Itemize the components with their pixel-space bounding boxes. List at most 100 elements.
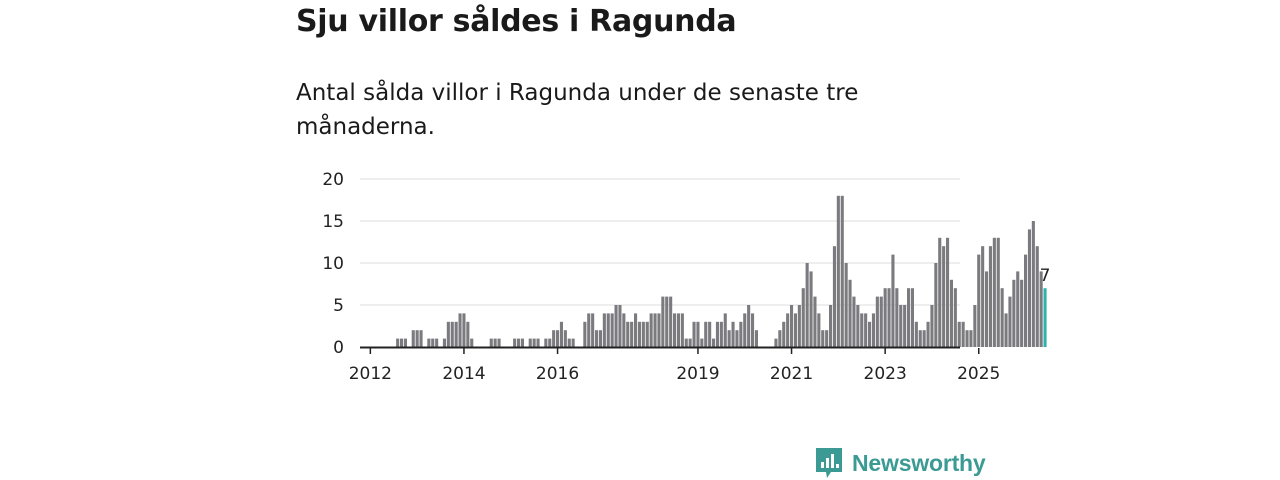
- bar: [595, 330, 599, 347]
- bar: [470, 338, 474, 347]
- bar: [793, 313, 797, 347]
- bar: [832, 246, 836, 347]
- x-tick-label: 2012: [349, 364, 392, 384]
- bar: [899, 305, 903, 347]
- bar: [977, 254, 981, 347]
- bar: [786, 313, 790, 347]
- bar-highlight: [1043, 288, 1047, 347]
- bar: [427, 338, 431, 347]
- bar: [852, 296, 856, 347]
- bar: [591, 313, 595, 347]
- bar: [953, 288, 957, 347]
- bar: [1020, 279, 1024, 347]
- bar: [871, 313, 875, 347]
- bar: [825, 330, 829, 347]
- bar: [860, 313, 864, 347]
- bar: [782, 321, 786, 347]
- bar: [696, 321, 700, 347]
- bar: [887, 288, 891, 347]
- bar: [1000, 288, 1004, 347]
- bar: [981, 246, 985, 347]
- bar: [673, 313, 677, 347]
- newsworthy-logo: Newsworthy: [814, 446, 986, 480]
- bar: [1031, 221, 1035, 347]
- x-tick-label: 2021: [770, 364, 813, 384]
- bar: [864, 313, 868, 347]
- x-tick-label: 2014: [442, 364, 485, 384]
- bar: [692, 321, 696, 347]
- bar: [1008, 296, 1012, 347]
- bar: [774, 338, 778, 347]
- bar: [676, 313, 680, 347]
- newsworthy-logo-icon: [816, 448, 842, 478]
- bar: [419, 330, 423, 347]
- bar: [938, 237, 942, 347]
- bar: [489, 338, 493, 347]
- bar: [883, 288, 887, 347]
- bar: [396, 338, 400, 347]
- bar: [719, 321, 723, 347]
- bar: [805, 263, 809, 347]
- bar: [411, 330, 415, 347]
- bar: [645, 321, 649, 347]
- bar: [618, 305, 622, 347]
- x-tick-label: 2025: [957, 364, 1000, 384]
- bar: [403, 338, 407, 347]
- bar: [708, 321, 712, 347]
- bar: [1004, 313, 1008, 347]
- bar: [415, 330, 419, 347]
- bar: [598, 330, 602, 347]
- x-tick-label: 2019: [676, 364, 719, 384]
- bar: [809, 271, 813, 347]
- bar: [988, 246, 992, 347]
- bar: [513, 338, 517, 347]
- chart-grid: [360, 178, 960, 306]
- bar: [684, 338, 688, 347]
- x-axis-ticks: 2012 2014 2016 2019 2021 2023 2025: [349, 348, 1000, 384]
- bar: [528, 338, 532, 347]
- bar: [657, 313, 661, 347]
- bar: [400, 338, 404, 347]
- bar: [801, 288, 805, 347]
- bar: [930, 305, 934, 347]
- bar: [462, 313, 466, 347]
- bar: [754, 330, 758, 347]
- newsworthy-logo-text: Newsworthy: [852, 449, 986, 476]
- bar: [751, 313, 755, 347]
- bar: [606, 313, 610, 347]
- bar: [649, 313, 653, 347]
- bar: [435, 338, 439, 347]
- bar: [727, 330, 731, 347]
- chart-title: Sju villor såldes i Ragunda: [296, 4, 737, 39]
- bar: [1024, 254, 1028, 347]
- bar: [493, 338, 497, 347]
- chart-bars: [396, 195, 1047, 347]
- bar: [875, 296, 879, 347]
- x-tick-label: 2016: [536, 364, 579, 384]
- bar: [946, 237, 950, 347]
- bar: [813, 296, 817, 347]
- bar: [669, 296, 673, 347]
- bar: [532, 338, 536, 347]
- bar: [778, 330, 782, 347]
- bar: [969, 330, 973, 347]
- bar: [700, 338, 704, 347]
- bar: [918, 330, 922, 347]
- bar: [715, 321, 719, 347]
- bar: [641, 321, 645, 347]
- bar: [903, 305, 907, 347]
- bar: [743, 313, 747, 347]
- bar: [879, 296, 883, 347]
- bar: [907, 288, 911, 347]
- bar: [454, 321, 458, 347]
- y-axis-ticks: 0 5 10 15 20: [322, 170, 344, 358]
- bar: [731, 321, 735, 347]
- bar: [797, 305, 801, 347]
- bar: [957, 321, 961, 347]
- y-tick-label: 20: [322, 170, 344, 190]
- bar: [637, 321, 641, 347]
- bar: [556, 330, 560, 347]
- bar: [992, 237, 996, 347]
- bar: [1012, 279, 1016, 347]
- bar: [571, 338, 575, 347]
